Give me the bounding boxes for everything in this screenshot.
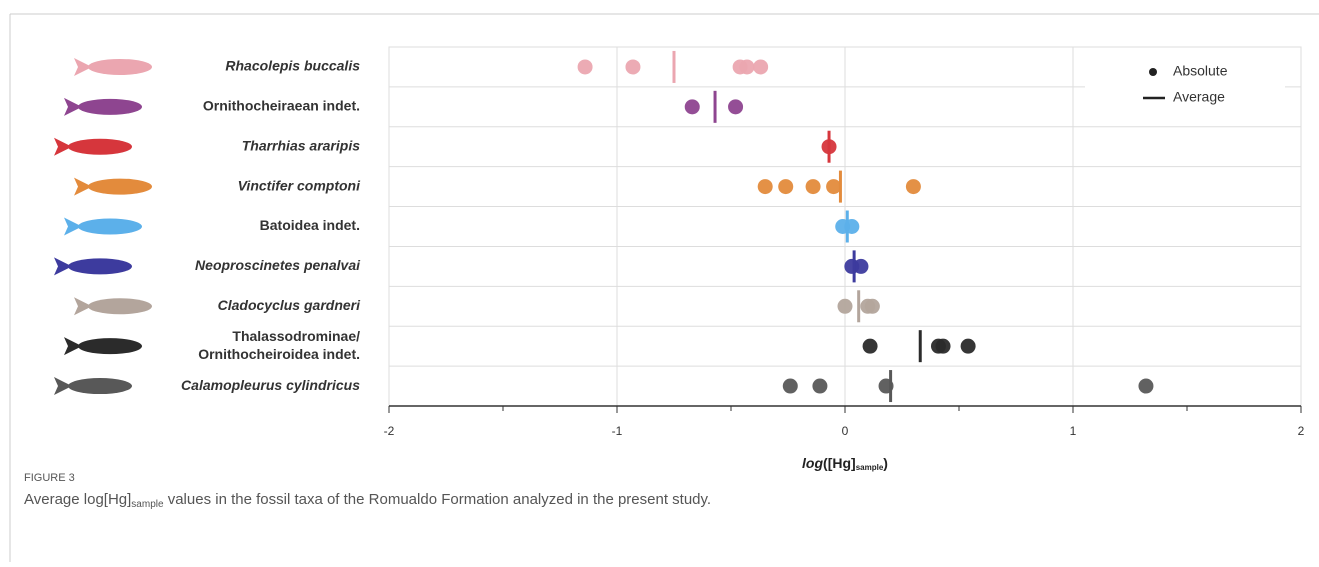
data-point [578,59,593,74]
taxon-icon [64,98,82,116]
x-tick-label: -1 [612,424,623,438]
data-point [838,299,853,314]
data-point [826,179,841,194]
category-label: Rhacolepis buccalis [225,58,360,74]
data-point [863,339,878,354]
data-point [865,299,880,314]
taxon-icon [54,138,72,156]
legend-label: Absolute [1173,63,1228,79]
data-point [758,179,773,194]
figure: FIGURE 3 Average log[Hg]sample values in… [0,0,1319,562]
data-point [685,99,700,114]
x-tick-label: 1 [1070,424,1077,438]
taxon-icon [74,58,92,76]
x-tick-label: 0 [842,424,849,438]
caption-start: Average log[Hg] [24,491,131,508]
category-label: Ornithocheiraean indet. [203,98,360,114]
category-label: Batoidea indet. [260,217,360,233]
taxon-icon [64,337,82,355]
x-tick-label: 2 [1298,424,1305,438]
taxon-icon [74,178,92,196]
category-label: Thalassodrominae/ [232,328,360,344]
data-point [753,59,768,74]
x-label-main: ([Hg] [823,455,856,471]
data-point [906,179,921,194]
data-point [739,59,754,74]
taxon-icon [74,297,92,315]
x-label-log: log [802,455,823,471]
category-label: Calamopleurus cylindricus [181,377,360,393]
taxon-icon [88,179,152,195]
taxon-icon [54,257,72,275]
taxon-icon [88,59,152,75]
taxon-icon [88,298,152,314]
taxon-icon [68,258,132,274]
data-point [806,179,821,194]
data-point [728,99,743,114]
legend-dot [1149,68,1157,76]
legend-label: Average [1173,89,1225,105]
x-axis-label: log([Hg]sample) [802,455,888,472]
taxon-icon [64,218,82,236]
x-label-sub: sample [856,463,884,472]
caption-text: Average log[Hg]sample values in the foss… [24,491,711,510]
category-label: Vinctifer comptoni [238,177,361,193]
category-label: Neoproscinetes penalvai [195,257,361,273]
x-tick-label: -2 [384,424,395,438]
taxon-icon [78,99,142,115]
caption-label: FIGURE 3 [24,472,75,484]
caption-sub: sample [131,499,164,510]
data-point [778,179,793,194]
caption-end: values in the fossil taxa of the Romuald… [164,491,712,508]
taxon-icon [68,139,132,155]
data-point [812,379,827,394]
taxon-icon [78,338,142,354]
data-point [936,339,951,354]
data-point [853,259,868,274]
category-label: Tharrhias araripis [242,137,360,153]
x-label-end: ) [883,455,888,471]
taxon-icon [54,377,72,395]
category-label: Cladocyclus gardneri [218,297,361,313]
taxon-icon [78,219,142,235]
taxon-icon [68,378,132,394]
data-point [783,379,798,394]
category-label: Ornithocheiroidea indet. [198,346,360,362]
data-point [1138,379,1153,394]
data-point [625,59,640,74]
data-point [961,339,976,354]
